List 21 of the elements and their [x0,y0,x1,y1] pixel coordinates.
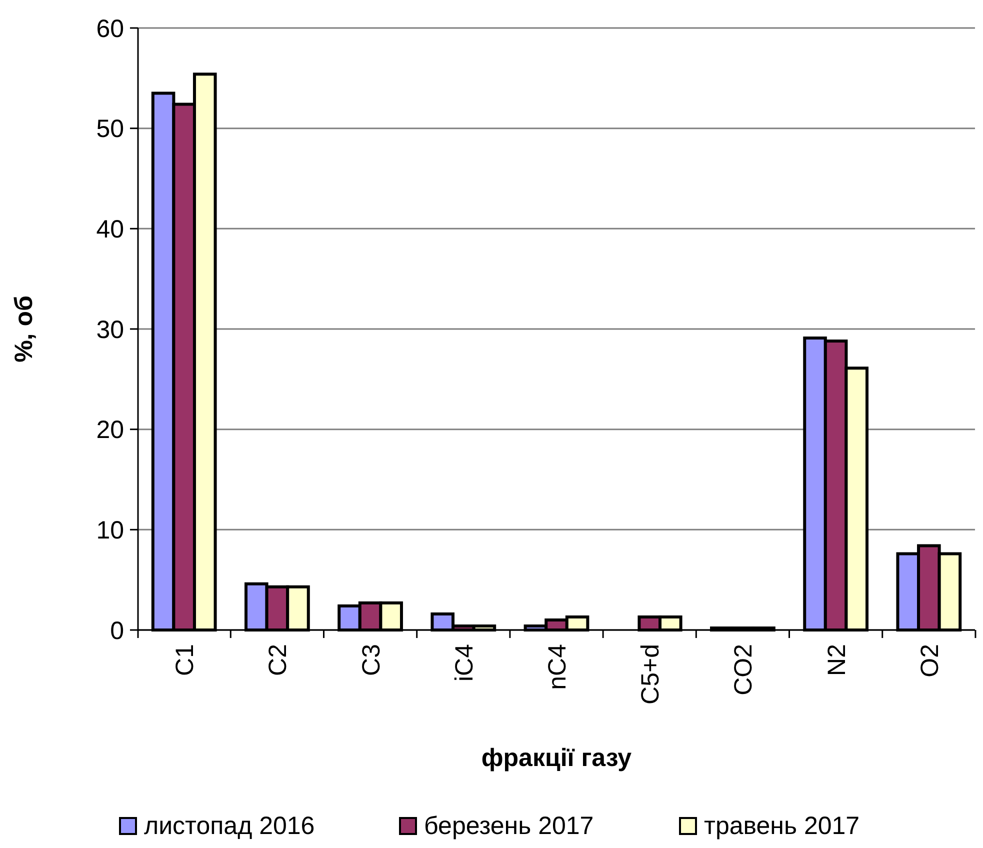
y-tick-label: 0 [110,616,124,645]
x-tick-label: N2 [822,644,851,676]
x-axis-title: фракції газу [481,744,632,772]
x-tick-label: C2 [264,644,292,676]
x-tick-label: C5+d [636,644,665,704]
x-tick-label: CO2 [730,644,758,696]
y-tick-label: 60 [96,14,124,43]
legend-label: березень 2017 [424,812,594,840]
x-tick-label: C1 [171,644,200,676]
x-tick-label: iC4 [450,644,478,682]
y-tick-label: 20 [96,416,124,444]
y-tick-label: 30 [96,316,124,344]
y-axis-title: %, об [10,296,38,362]
y-tick-label: 40 [96,215,124,244]
legend-label: травень 2017 [704,812,860,840]
legend-label: листопад 2016 [144,812,315,840]
y-tick-label: 10 [96,516,124,544]
x-tick-label: O2 [916,644,944,678]
y-tick-label: 50 [96,115,124,144]
x-tick-label: nC4 [544,644,572,690]
x-tick-label: C3 [357,644,386,676]
